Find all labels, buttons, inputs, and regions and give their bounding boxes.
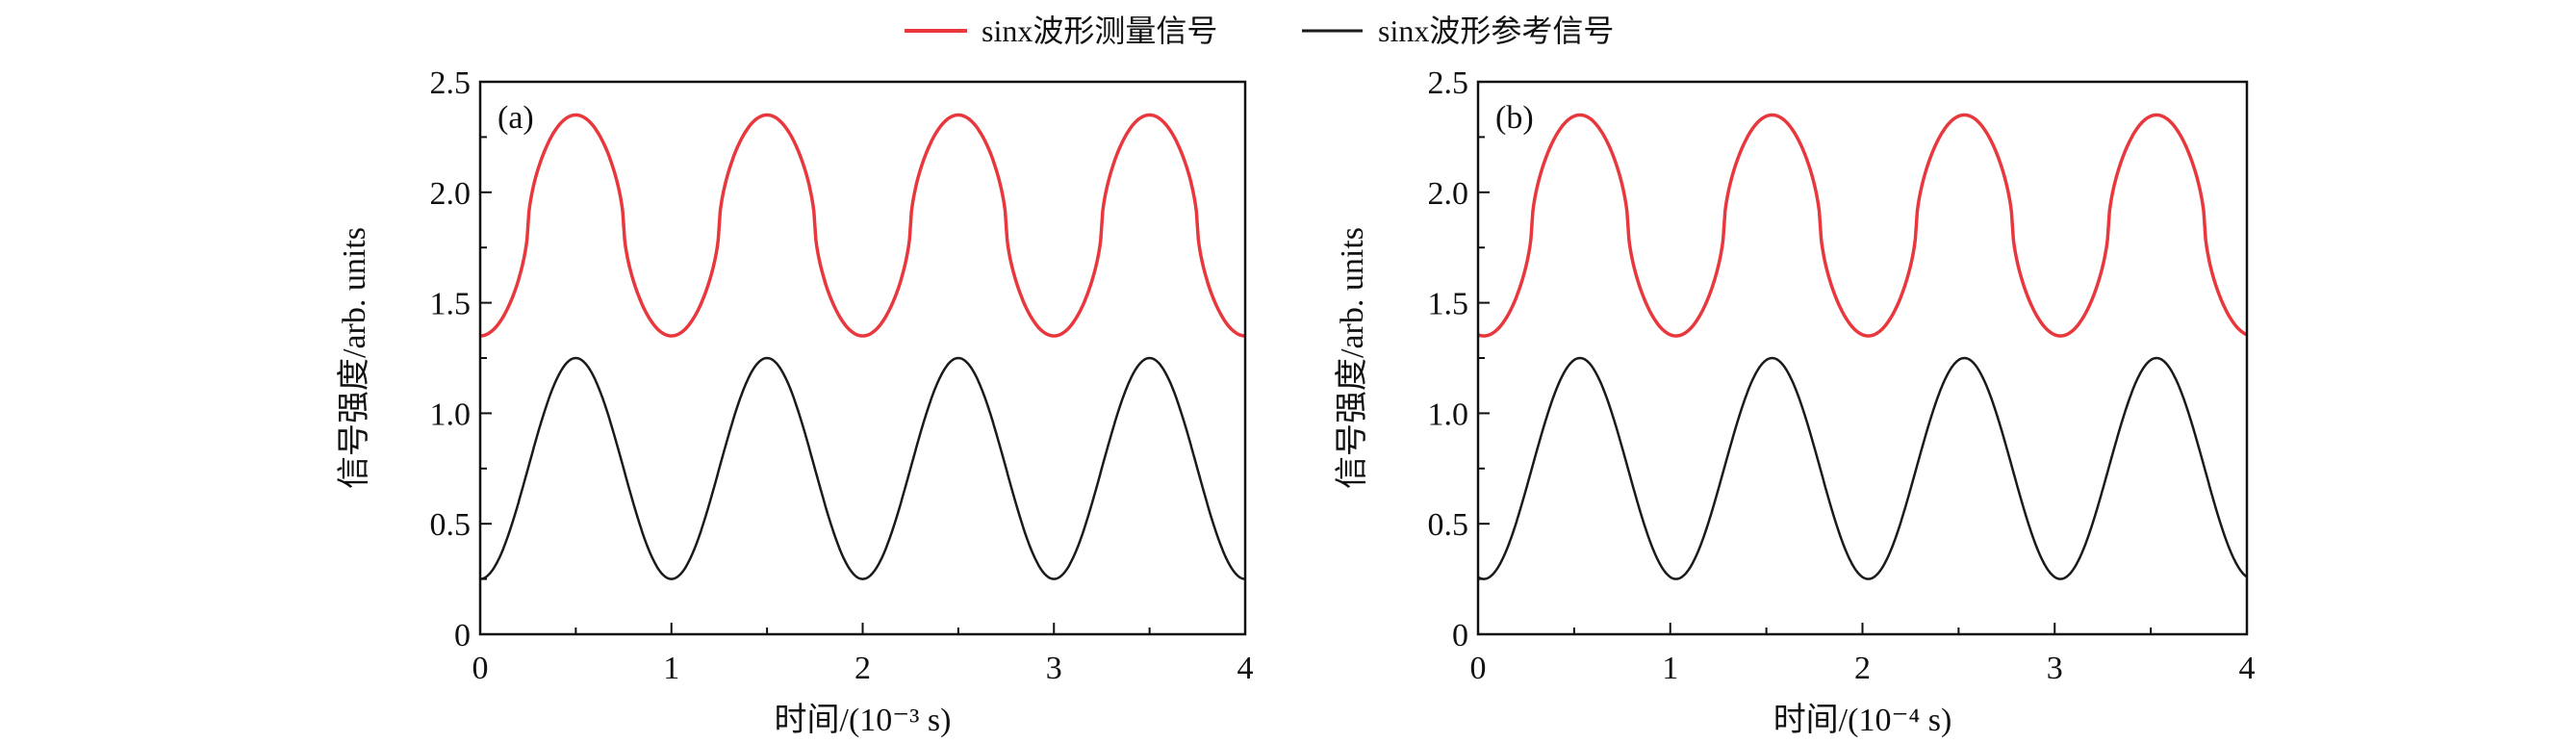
x-tick-label: 4: [2239, 651, 2256, 686]
legend-label-reference: sinx波形参考信号: [1378, 13, 1614, 48]
x-tick-label: 1: [663, 651, 679, 686]
x-tick-label: 0: [472, 651, 489, 686]
series-line-measured: [480, 113, 1245, 338]
panel-a: 0 1 2 3 4 0 0.5 1.0 1.5 2.0 2.5 (a) 时间/(10⁻³ s) 信号强度/…: [336, 65, 1254, 738]
x-tick-label: 0: [1470, 651, 1487, 686]
series-line-reference: [1477, 356, 2248, 580]
y-tick-label: 1.0: [1428, 397, 1469, 432]
y-tick-label: 0.5: [1428, 507, 1469, 543]
y-tick-label: 2.0: [430, 176, 472, 212]
series-line-measured: [1477, 113, 2248, 338]
panel-label: (a): [497, 100, 534, 136]
y-tick-label: 2.0: [1428, 176, 1469, 212]
panel-b: 0 1 2 3 4 0 0.5 1.0 1.5 2.0 2.5 (b) 时间/(10⁻⁴ s) 信号强度/…: [1334, 65, 2256, 738]
plot-frame: [1476, 80, 2249, 636]
legend: sinx波形测量信号 sinx波形参考信号: [905, 13, 1614, 48]
series-line-reference: [479, 356, 1246, 580]
y-tick-label: 1.0: [430, 397, 472, 432]
x-tick-label: 3: [2047, 651, 2063, 686]
y-tick-label: 0.5: [430, 507, 472, 543]
y-tick-label: 2.5: [430, 65, 472, 101]
plot-frame: [478, 80, 1247, 636]
x-tick-label: 1: [1662, 651, 1678, 686]
x-tick-label: 3: [1046, 651, 1062, 686]
y-tick-label: 0: [454, 618, 471, 653]
y-tick-label: 1.5: [430, 287, 472, 322]
y-tick-label: 2.5: [1428, 65, 1469, 101]
x-tick-label: 4: [1237, 651, 1254, 686]
y-tick-label: 0: [1452, 618, 1468, 653]
y-tick-label: 1.5: [1428, 287, 1469, 322]
legend-label-measured: sinx波形测量信号: [982, 13, 1217, 48]
x-tick-label: 2: [854, 651, 871, 686]
y-axis-label: 信号强度/arb. units: [336, 227, 372, 489]
y-axis-label: 信号强度/arb. units: [1334, 227, 1370, 489]
x-axis-label: 时间/(10⁻³ s): [775, 703, 952, 738]
x-tick-label: 2: [1854, 651, 1871, 686]
panel-label: (b): [1495, 100, 1534, 136]
x-axis-label: 时间/(10⁻⁴ s): [1773, 703, 1952, 738]
